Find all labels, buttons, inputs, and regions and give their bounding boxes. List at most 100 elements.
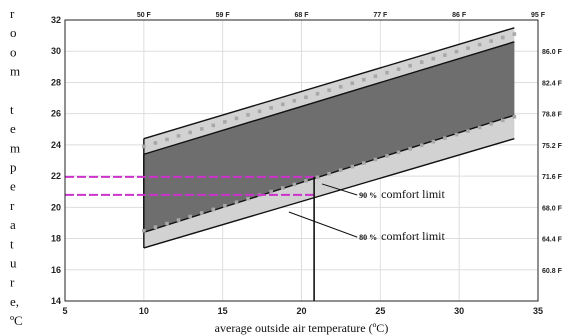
right-tick-label: 75.2 F [542, 143, 563, 150]
x-tick-label: 25 [375, 306, 385, 316]
dotted-marker [292, 182, 297, 187]
x-tick-label: 30 [454, 306, 464, 316]
dotted-marker [373, 74, 378, 78]
dotted-marker [153, 225, 158, 229]
plot-border [64, 19, 539, 302]
dotted-marker [396, 67, 401, 71]
dotted-marker [477, 42, 482, 47]
dotted-marker [431, 56, 436, 61]
dotted-marker [477, 125, 482, 130]
dotted-marker [234, 116, 239, 121]
right-tick-label: 68.0 F [542, 205, 563, 212]
dotted-marker [454, 132, 459, 137]
y-tick-label: 14 [51, 296, 61, 306]
dotted-marker [385, 154, 389, 158]
axis-labels: average outside air temperature (ºC)room… [10, 6, 388, 335]
band-area [143, 41, 515, 233]
dotted-marker [269, 106, 273, 110]
dotted-marker [454, 49, 459, 54]
right-tick-label: 78.8 F [542, 112, 563, 119]
dotted-marker [199, 211, 204, 215]
y-axis-label-char: m [10, 64, 20, 79]
y-axis-label-char: r [10, 198, 15, 213]
dotted-marker [362, 161, 366, 165]
dotted-marker [362, 77, 366, 82]
dotted-marker [373, 157, 378, 162]
x-tick-label: 5 [62, 306, 67, 316]
dotted-marker [246, 113, 250, 117]
y-tick-label: 28 [51, 77, 61, 87]
right-tick-label: 82.4 F [542, 80, 563, 87]
y-axis-label-char: t [10, 236, 14, 251]
dotted-marker [385, 70, 389, 75]
dotted-marker [466, 129, 470, 133]
dotted-marker [338, 84, 343, 89]
y-axis-label-char: r [10, 275, 15, 290]
dotted-marker [338, 168, 343, 173]
dotted-marker [257, 109, 262, 114]
dotted-marker [419, 143, 424, 148]
top-tick-label: 50 F [137, 12, 152, 19]
y-tick-label: 30 [51, 46, 61, 56]
dotted-marker [280, 102, 285, 107]
dotted-marker [408, 63, 412, 68]
dotted-marker [280, 186, 285, 190]
dotted-marker [223, 204, 227, 208]
tick-labels: 5 10 15 20 25 30 35 14 16 18 20 22 24 26 28 30 32 50 F 59 … [51, 12, 563, 316]
y-tick-label: 32 [51, 15, 61, 25]
band-upper-line [143, 27, 515, 140]
y-axis-label-char: p [10, 160, 17, 175]
dotted-marker [142, 144, 146, 149]
dotted-marker [188, 130, 192, 135]
top-tick-label: 95 F [531, 12, 546, 19]
y-tick-label: 22 [51, 171, 61, 181]
top-tick-label: 77 F [373, 12, 388, 19]
dotted-lines [142, 32, 517, 233]
example-lines [65, 175, 315, 301]
dotted-marker [512, 114, 517, 119]
right-tick-label: 86.0 F [542, 49, 563, 56]
dotted-marker [315, 175, 320, 180]
top-tick-label: 59 F [216, 12, 231, 19]
dotted-marker [142, 228, 146, 233]
dotted-marker [500, 35, 505, 40]
dotted-marker [327, 88, 331, 93]
dotted-marker [350, 164, 355, 169]
plot-frame [64, 19, 539, 302]
y-axis-label-char: e [10, 121, 16, 136]
band-lower-line [143, 137, 515, 249]
dotted-marker [211, 123, 216, 128]
dotted-marker [489, 39, 493, 43]
y-axis-label-char: e, [10, 294, 19, 309]
annotation-percent: 90 % [359, 191, 377, 200]
y-axis-label-char: ºC [10, 313, 23, 328]
dotted-marker [165, 221, 169, 226]
annotation-leader [321, 183, 358, 196]
dotted-marker [466, 46, 470, 50]
y-tick-label: 18 [51, 234, 61, 244]
dotted-marker [153, 141, 158, 145]
y-axis-label-char: u [10, 255, 17, 270]
y-axis-label-char: t [10, 102, 14, 117]
comfort-bands [143, 27, 515, 249]
dotted-marker [246, 196, 250, 201]
dotted-marker [223, 120, 227, 124]
dotted-marker [199, 127, 204, 131]
dotted-marker [304, 179, 308, 183]
dotted-marker [269, 189, 273, 194]
dotted-marker [292, 98, 297, 103]
x-tick-label: 35 [533, 306, 543, 316]
dotted-marker [176, 134, 181, 138]
x-tick-label: 15 [218, 306, 228, 316]
dotted-marker [315, 91, 320, 96]
y-axis-label-char: m [10, 140, 20, 155]
y-tick-label: 16 [51, 265, 61, 275]
x-axis-label: average outside air temperature (ºC) [215, 321, 389, 335]
dotted-marker [489, 122, 493, 126]
annotation-percent: 80 % [359, 233, 377, 242]
dotted-marker [396, 150, 401, 155]
top-tick-label: 68 F [294, 12, 309, 19]
right-tick-label: 60.8 F [542, 268, 563, 275]
dotted-marker [431, 139, 436, 144]
dotted-marker [500, 118, 505, 123]
